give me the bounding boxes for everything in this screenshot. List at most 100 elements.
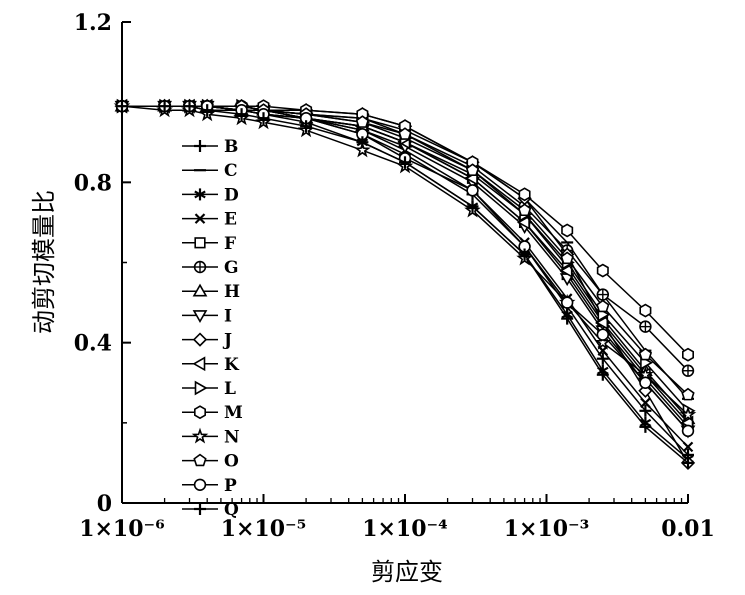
data-point-Q (596, 368, 609, 381)
legend-label-J: J (222, 331, 232, 351)
data-point-K (516, 215, 530, 230)
data-point-Q (399, 156, 411, 169)
data-point-M (561, 223, 574, 238)
data-point-E (640, 397, 651, 409)
data-point-G (681, 364, 695, 377)
legend-marker-O (193, 453, 207, 467)
data-point-O (355, 115, 370, 128)
data-point-Q (116, 100, 128, 113)
legend-marker-Q (194, 503, 206, 515)
data-point-Q (639, 420, 652, 433)
data-point-M (639, 303, 652, 318)
data-point-Q (356, 136, 369, 149)
legend-item-L: L (182, 379, 236, 399)
legend-item-F: F (182, 234, 236, 254)
data-point-Q (257, 112, 270, 125)
data-point-B (639, 404, 652, 417)
legend-label-I: I (224, 306, 232, 326)
data-point-G (639, 320, 652, 333)
x-tick-label: 1×10⁻³ (504, 516, 590, 542)
legend-label-D: D (224, 185, 239, 205)
legend-label-C: C (224, 161, 238, 181)
data-point-O (638, 347, 653, 361)
legend-item-Q: Q (182, 500, 239, 520)
data-point-Q (158, 100, 171, 113)
data-point-M (682, 347, 694, 362)
data-point-O (517, 203, 532, 217)
y-tick-label: 0.4 (74, 331, 112, 357)
legend-marker-G (193, 260, 207, 274)
legend-marker-M (194, 405, 206, 420)
data-point-O (596, 299, 610, 313)
data-point-P (560, 296, 574, 309)
legend-marker-N (191, 427, 209, 444)
data-point-P (596, 328, 610, 341)
data-point-P (681, 424, 695, 438)
data-point-K (559, 263, 573, 278)
legend-label-G: G (224, 258, 239, 278)
legend-item-E: E (182, 210, 237, 230)
legend-label-Q: Q (224, 500, 239, 520)
data-point-E (682, 441, 694, 453)
legend-item-I: I (182, 306, 232, 326)
legend-label-E: E (224, 210, 237, 230)
y-axis-title: 动剪切模量比 (30, 190, 58, 334)
data-point-B (596, 352, 609, 365)
data-point-Q (518, 248, 531, 261)
data-point-G (596, 288, 610, 301)
legend-marker-P (193, 478, 207, 491)
data-point-P (466, 184, 479, 197)
legend-item-G: G (182, 258, 239, 278)
legend-item-O: O (182, 452, 239, 472)
legend-item-M: M (182, 403, 243, 423)
legend-marker-B (194, 140, 206, 152)
x-tick-label: 1×10⁻⁶ (79, 516, 165, 542)
x-axis-title: 剪应变 (371, 558, 443, 586)
legend-label-B: B (224, 137, 238, 157)
data-point-Q (300, 120, 313, 133)
legend-marker-J (192, 332, 208, 347)
y-tick-label: 0 (97, 491, 112, 517)
legend-label-O: O (224, 452, 239, 472)
legend-label-H: H (224, 282, 240, 302)
legend-marker-K (192, 356, 206, 372)
series-Q (116, 100, 694, 469)
data-point-Q (561, 312, 574, 325)
x-tick-label: 1×10⁻⁵ (221, 516, 307, 542)
data-point-N (679, 406, 697, 422)
data-point-N (354, 141, 371, 158)
data-point-Q (201, 104, 214, 117)
legend-marker-H (192, 283, 208, 297)
data-point-O (465, 163, 480, 176)
data-point-M (518, 187, 531, 202)
data-point-O (560, 251, 574, 265)
legend-marker-F (194, 237, 206, 249)
x-tick-label: 1×10⁻⁴ (362, 516, 448, 542)
legend-item-N: N (182, 427, 240, 447)
legend-item-J: J (182, 331, 232, 351)
legend-marker-E (194, 213, 206, 224)
data-point-Q (235, 108, 248, 121)
data-point-Q (682, 456, 694, 469)
legend-label-F: F (224, 234, 236, 254)
legend-label-M: M (224, 403, 243, 423)
legend-label-K: K (224, 355, 240, 375)
legend-label-P: P (224, 476, 237, 496)
legend-marker-L (194, 380, 208, 396)
legend-item-B: B (182, 137, 238, 157)
legend-item-D: D (182, 185, 239, 205)
data-point-O (681, 387, 695, 401)
data-point-Q (183, 100, 196, 113)
x-tick-label: 0.01 (661, 516, 715, 542)
legend-item-H: H (182, 282, 240, 302)
data-point-M (596, 263, 609, 278)
data-point-K (595, 315, 609, 331)
y-tick-label: 1.2 (74, 10, 112, 36)
legend-item-C: C (182, 161, 238, 181)
legend-label-N: N (224, 427, 240, 447)
legend-marker-D (194, 188, 206, 201)
legend-marker-I (192, 310, 208, 324)
data-point-P (639, 376, 652, 389)
legend-label-L: L (224, 379, 236, 399)
